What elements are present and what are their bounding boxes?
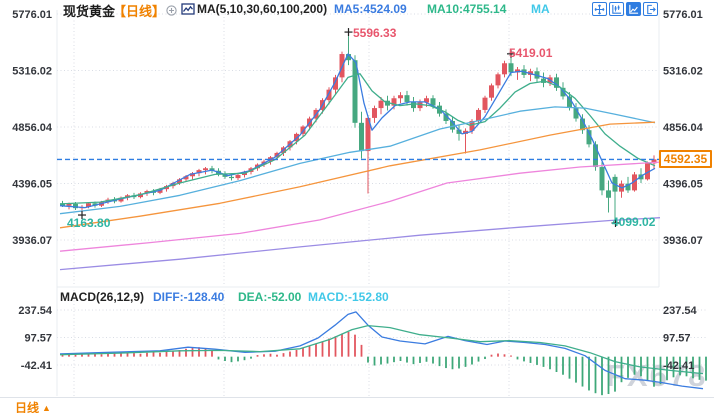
current-price-box: 4592.35 [659, 150, 712, 168]
macd-title[interactable]: MACD(26,12,9) [60, 290, 145, 304]
triangle-up-icon: ▲ [42, 402, 51, 413]
macd-axis-label-left: -42.41 [21, 360, 52, 372]
price-axis-label-right: 4856.04 [663, 122, 704, 134]
period-selector-button[interactable]: 日线 ▲ [15, 399, 51, 413]
price-axis-label-left: 4396.05 [12, 179, 52, 191]
period-tag[interactable]: 【日线】 [113, 4, 166, 19]
price-axis-label-right: 4396.05 [663, 179, 703, 191]
ma10-value: MA10:4755.14 [427, 2, 507, 16]
period-selector-label: 日线 [15, 401, 40, 413]
macd-axis-label-left: 97.57 [24, 333, 52, 345]
macd-axis-label-right: 97.57 [663, 333, 691, 345]
price-axis-label-right: 5316.02 [663, 66, 703, 78]
symbol-title: 现货黄金 [63, 4, 116, 19]
macd-diff-value: DIFF:-128.40 [153, 290, 225, 304]
price-axis-label-left: 4856.04 [12, 122, 53, 134]
annotation-low-2: 4099.02 [612, 215, 656, 229]
trend-view-button[interactable] [626, 2, 641, 16]
price-axis-label-left: 3936.07 [12, 235, 52, 247]
macd-axis-label-left: 237.54 [18, 305, 53, 317]
price-axis-label-right: 3936.07 [663, 235, 703, 247]
macd-macd-value: MACD:-152.80 [308, 290, 389, 304]
chart-toolbar [592, 2, 658, 16]
annotation-low-1: 4163.80 [67, 216, 111, 230]
add-indicator-icon[interactable] [166, 3, 177, 16]
ma5-value: MA5:4524.09 [334, 2, 407, 16]
indicator-chart-icon[interactable] [181, 2, 195, 15]
annotation-high-1: 5596.33 [353, 26, 397, 40]
candlestick-view-button[interactable] [609, 2, 624, 16]
price-axis-label-left: 5316.02 [12, 66, 52, 78]
price-axis-label-left: 5776.01 [12, 9, 52, 21]
ma-settings-label[interactable]: MA(5,10,30,60,100,200) [197, 2, 328, 16]
exit-fullscreen-button[interactable] [643, 2, 658, 16]
annotation-high-2: 5419.01 [509, 46, 553, 60]
ma-more-value: MA [531, 2, 550, 16]
macd-axis-label-right: -42.41 [663, 360, 694, 372]
x-axis-strip [0, 397, 714, 413]
pan-crosshair-button[interactable] [592, 2, 607, 16]
macd-dea-value: DEA:-52.00 [238, 290, 302, 304]
macd-axis-label-right: 237.54 [663, 305, 698, 317]
price-axis-label-right: 5776.01 [663, 9, 703, 21]
